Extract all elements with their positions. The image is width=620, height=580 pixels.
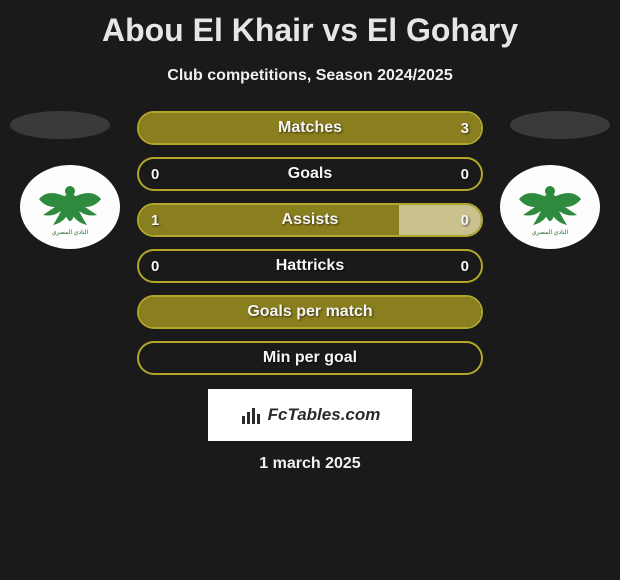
club-badge-left: النادي المصري <box>20 165 120 249</box>
stat-label: Min per goal <box>263 349 357 367</box>
attribution-badge: FcTables.com <box>208 389 412 441</box>
subtitle: Club competitions, Season 2024/2025 <box>0 67 620 85</box>
stat-bars: Matches 3 0 Goals 0 1 Assists 0 0 Hattricks 0 Goals… <box>137 109 483 375</box>
stat-label: Goals per match <box>247 303 372 321</box>
club-badge-right: النادي المصري <box>500 165 600 249</box>
page-title: Abou El Khair vs El Gohary <box>0 0 620 49</box>
stat-value-right: 0 <box>461 258 469 275</box>
stat-value-left: 1 <box>151 212 159 229</box>
eagle-icon: النادي المصري <box>35 177 105 237</box>
svg-text:النادي المصري: النادي المصري <box>532 229 569 236</box>
stat-row: 0 Hattricks 0 <box>137 249 483 283</box>
player-right-shadow <box>510 111 610 139</box>
bar-chart-icon <box>240 404 262 426</box>
stat-label: Assists <box>282 211 339 229</box>
stat-value-left: 0 <box>151 258 159 275</box>
stat-value-right: 0 <box>461 212 469 229</box>
stat-row: 1 Assists 0 <box>137 203 483 237</box>
eagle-icon: النادي المصري <box>515 177 585 237</box>
player-left-shadow <box>10 111 110 139</box>
stat-row: Matches 3 <box>137 111 483 145</box>
stat-row: Goals per match <box>137 295 483 329</box>
svg-text:النادي المصري: النادي المصري <box>52 229 89 236</box>
attribution-text: FcTables.com <box>268 405 381 425</box>
stat-label: Hattricks <box>276 257 344 275</box>
stat-label: Matches <box>278 119 342 137</box>
stat-row: Min per goal <box>137 341 483 375</box>
stat-label: Goals <box>288 165 332 183</box>
stat-row: 0 Goals 0 <box>137 157 483 191</box>
stat-value-right: 3 <box>461 120 469 137</box>
stat-value-right: 0 <box>461 166 469 183</box>
stat-value-left: 0 <box>151 166 159 183</box>
footer-date: 1 march 2025 <box>0 455 620 473</box>
comparison-arena: النادي المصري النادي المصري Matches 3 0 Goa… <box>0 109 620 473</box>
